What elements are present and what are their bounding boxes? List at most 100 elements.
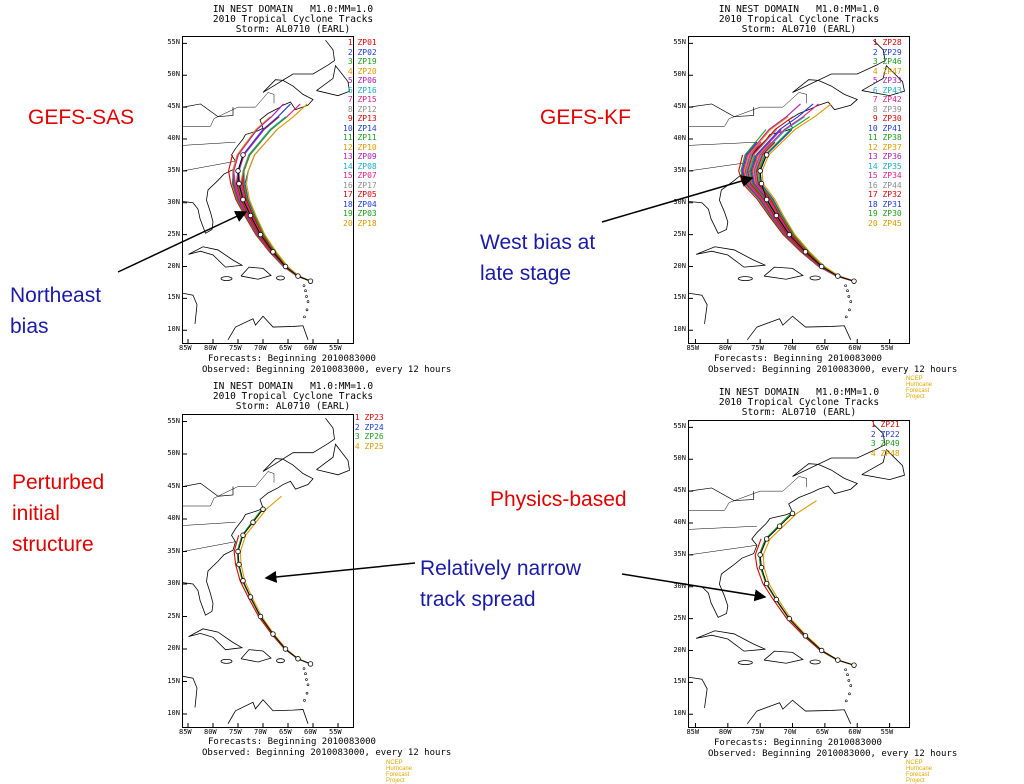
legend-number: 14 [343,161,358,171]
legend-number: 4 [868,66,883,76]
lat-label: 50N [167,70,180,79]
legend-gefs-kf: 1 ZP28 2 ZP29 3 ZP46 4 ZP47 5 ZP33 6 ZP4… [868,38,902,228]
panel-title-line3: Storm: AL0710 (EARL) [741,24,857,35]
legend-entry: 12 ZP10 [343,143,377,153]
lon-label: 85W [179,344,192,352]
label-northeast-line1: Northeast [10,284,102,307]
legend-entry: 1 ZP23 [350,413,384,423]
lon-label: 60W [304,344,317,352]
lon-label: 80W [718,728,732,736]
legend-entry: 1 ZP21 [866,420,900,430]
lat-label: 55N [167,38,180,47]
legend-entry: 15 ZP34 [868,171,902,181]
legend-id: ZP16 [357,85,377,95]
legend-number: 15 [868,171,883,180]
legend-number: 2 [866,429,881,439]
legend-entry: 7 ZP15 [343,95,377,105]
legend-entry: 3 ZP49 [866,439,900,449]
lon-label: 70W [254,344,267,352]
lon-label: 80W [204,344,217,352]
legend-number: 10 [868,123,883,133]
label-gefs-kf: GEFS-KF [540,106,632,129]
lat-label: 35N [167,165,180,174]
legend-id: ZP14 [357,123,377,133]
legend-number: 3 [868,57,883,66]
legend-id: ZP45 [882,218,902,228]
lat-label: 10N [673,709,686,718]
lat-label: 55N [673,38,686,47]
legend-id: ZP44 [882,180,902,190]
legend-entry: 4 ZP20 [343,67,377,77]
label-physics-based: Physics-based [490,488,627,511]
lon-label: 75W [751,344,764,352]
legend-entry: 1 ZP01 [343,38,377,48]
legend-entry: 3 ZP46 [868,57,902,67]
legend-number: 12 [868,142,883,152]
legend-entry: 14 ZP08 [343,162,377,172]
legend-number: 20 [343,218,358,228]
legend-entry: 11 ZP38 [868,133,902,143]
legend-id: ZP43 [882,85,902,95]
legend-number: 19 [343,209,358,218]
observed-footer: Observed: Beginning 2010083000, every 12… [202,365,452,375]
lat-label: 15N [673,293,686,302]
legend-number: 16 [343,180,358,190]
legend-number: 4 [343,66,358,76]
lat-label: 40N [673,134,686,142]
lon-label: 85W [179,728,192,736]
panel-title-line3: Storm: AL0710 (EARL) [741,407,857,418]
panel-title-line1: IN NEST DOMAIN M1.0:MM=1.0 [212,4,374,15]
annotation-arrows [117,175,767,602]
forecast-footer: Forecasts: Beginning 2010083000 [208,737,376,747]
label-west-bias-line1: West bias at [480,231,596,254]
legend-number: 11 [343,133,358,142]
legend-id: ZP02 [357,47,377,57]
legend-gefs-sas: 1 ZP01 2 ZP02 3 ZP19 4 ZP20 5 ZP06 6 ZP1… [343,38,377,228]
label-narrow-line1: Relatively narrow [420,557,582,580]
legend-entry: 12 ZP37 [868,143,902,153]
legend-entry: 7 ZP42 [868,95,902,105]
legend-entry: 9 ZP13 [343,114,377,124]
observed-footer: Observed: Beginning 2010083000, every 12… [202,748,452,758]
lon-label: 55W [880,344,894,352]
credit-text: NCEP Hurricane Forecast Project [906,376,933,400]
legend-entry: 1 ZP28 [868,38,902,48]
lon-label: 70W [783,728,797,736]
legend-entry: 19 ZP03 [343,209,377,219]
legend-number: 2 [868,47,883,57]
panel-title-line2: 2010 Tropical Cyclone Tracks [212,391,374,402]
lon-label: 85W [686,728,700,736]
legend-entry: 2 ZP29 [868,48,902,58]
legend-number: 16 [868,180,883,190]
lon-label: 65W [279,728,292,736]
legend-number: 17 [868,190,883,199]
legend-id: ZP32 [882,190,902,199]
legend-number: 17 [343,190,358,199]
legend-id: ZP24 [364,422,384,432]
legend-id: ZP36 [882,152,902,161]
legend-id: ZP17 [357,180,377,190]
legend-id: ZP03 [357,209,377,218]
legend-id: ZP34 [882,171,902,180]
lat-label: 25N [673,613,686,622]
panel-title-line1: IN NEST DOMAIN M1.0:MM=1.0 [718,387,880,398]
legend-number: 11 [868,133,883,142]
legend-entry: 8 ZP12 [343,105,377,115]
panel-title-line3: Storm: AL0710 (EARL) [235,24,351,35]
legend-id: ZP49 [880,439,900,448]
lat-label: 20N [673,261,686,270]
lon-label: 65W [815,344,829,352]
legend-number: 4 [350,441,365,451]
legend-id: ZP38 [882,133,902,142]
lat-label: 20N [673,645,686,654]
legend-id: ZP20 [357,66,377,76]
legend-number: 1 [350,413,365,422]
legend-number: 3 [350,432,365,441]
legend-entry: 9 ZP30 [868,114,902,124]
legend-number: 6 [868,85,883,95]
lat-label: 15N [167,293,180,302]
observed-footer: Observed: Beginning 2010083000, every 12… [708,749,958,759]
legend-entry: 6 ZP16 [343,86,377,96]
label-west-bias-line2: late stage [480,262,572,285]
lat-label: 40N [673,518,686,526]
